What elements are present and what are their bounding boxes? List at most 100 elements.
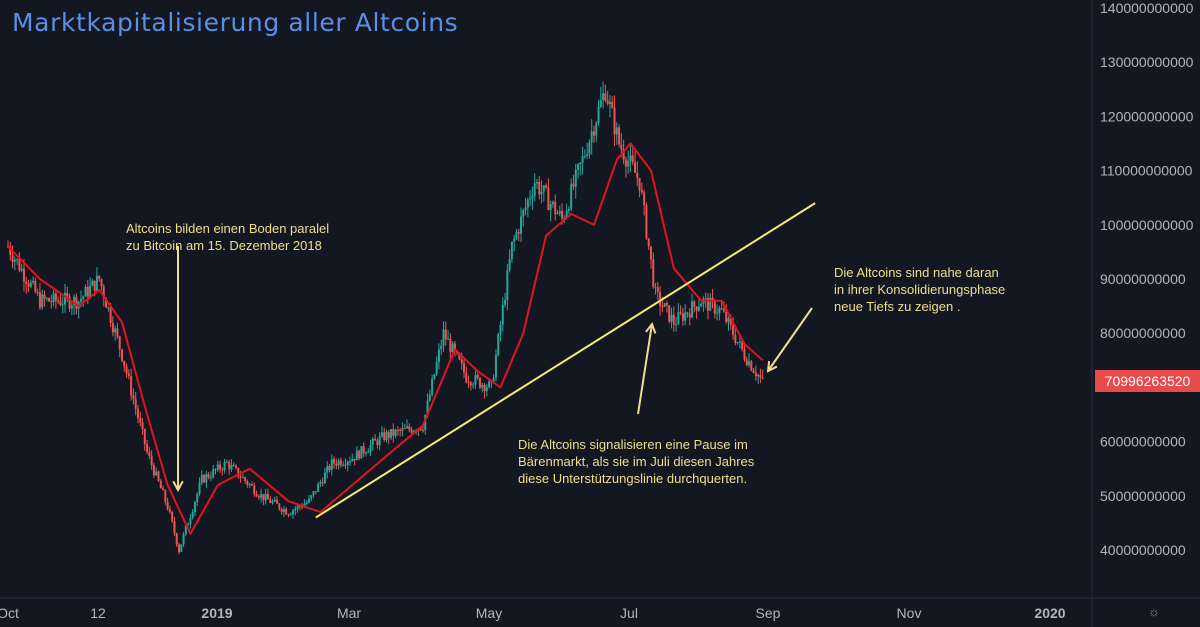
- candle: [554, 194, 557, 221]
- candle: [41, 289, 44, 310]
- candle: [504, 292, 507, 308]
- candle: [748, 353, 751, 368]
- candle: [750, 359, 753, 372]
- candle: [84, 284, 87, 297]
- candle: [693, 299, 696, 313]
- candle: [403, 423, 406, 430]
- candle: [709, 293, 712, 311]
- candle: [45, 296, 48, 302]
- candle: [371, 436, 374, 451]
- x-axis: Oct 12 2019 Mar May Jul Sep Nov 2020: [0, 605, 1066, 621]
- candle: [631, 145, 634, 166]
- candle: [214, 468, 217, 475]
- candle: [342, 461, 345, 467]
- candle: [592, 125, 595, 143]
- candle: [280, 507, 283, 515]
- candle: [271, 499, 274, 505]
- candle: [57, 296, 60, 305]
- x-tick-label: Mar: [337, 605, 361, 621]
- candle: [410, 426, 413, 435]
- candle: [754, 365, 757, 381]
- annotation-arrows: [172, 246, 813, 493]
- candle: [292, 508, 295, 519]
- candle: [182, 531, 185, 547]
- candle: [136, 404, 139, 424]
- candle: [547, 178, 550, 211]
- candle: [535, 178, 538, 189]
- candle: [364, 451, 367, 457]
- candle: [385, 429, 388, 443]
- candle: [159, 478, 162, 489]
- candle: [241, 474, 244, 479]
- candle: [244, 476, 247, 484]
- candle: [531, 186, 534, 210]
- candle: [374, 434, 377, 441]
- candle: [570, 178, 573, 212]
- x-tick-label: Oct: [0, 605, 19, 621]
- candle: [727, 316, 730, 331]
- candle: [200, 470, 203, 486]
- candle: [152, 462, 155, 479]
- candle: [146, 439, 149, 455]
- candle: [328, 464, 331, 473]
- x-tick-label: May: [476, 605, 502, 621]
- candle: [246, 479, 249, 488]
- candle: [118, 335, 121, 358]
- candle: [529, 190, 532, 207]
- candle: [11, 245, 14, 269]
- candle: [716, 304, 719, 321]
- candle: [469, 380, 472, 391]
- candle: [175, 532, 178, 547]
- candle: [13, 256, 16, 271]
- candle: [114, 325, 117, 341]
- candle: [168, 505, 171, 514]
- candle: [401, 422, 404, 437]
- candle: [668, 305, 671, 324]
- candle: [250, 481, 253, 487]
- candle: [745, 356, 748, 367]
- candle: [376, 438, 379, 449]
- candle: [510, 241, 513, 263]
- candle: [478, 376, 481, 389]
- candle: [248, 483, 251, 489]
- candle: [640, 182, 643, 195]
- candle: [572, 174, 575, 191]
- candle: [738, 336, 741, 349]
- candle: [323, 467, 326, 484]
- candle: [595, 121, 598, 143]
- candle: [649, 246, 652, 269]
- candle: [209, 471, 212, 482]
- candle: [66, 286, 69, 303]
- candle: [253, 482, 256, 497]
- candle: [89, 277, 92, 300]
- candle: [189, 514, 192, 529]
- y-tick-label: 90000000000: [1100, 271, 1186, 287]
- candle: [289, 512, 292, 516]
- candle: [269, 495, 272, 504]
- candle: [273, 496, 276, 503]
- candle: [638, 177, 641, 198]
- gear-icon[interactable]: ☼: [1148, 604, 1160, 619]
- x-tick-label: 2020: [1034, 605, 1065, 621]
- candle: [198, 477, 201, 496]
- candle: [672, 306, 675, 332]
- candle: [734, 327, 737, 346]
- candle: [761, 369, 764, 380]
- y-tick-label: 140000000000: [1100, 0, 1194, 16]
- candle: [483, 383, 486, 399]
- candle: [497, 332, 500, 357]
- candle: [98, 275, 101, 282]
- candle: [139, 411, 142, 427]
- candle: [406, 419, 409, 430]
- candle: [611, 96, 614, 109]
- candle: [344, 458, 347, 470]
- moving-average-series: [7, 142, 764, 535]
- candle: [627, 150, 630, 174]
- candle: [524, 197, 527, 216]
- candle: [545, 183, 548, 190]
- candle: [688, 308, 691, 326]
- candle: [32, 276, 35, 285]
- candle: [321, 477, 324, 486]
- candle: [549, 200, 552, 222]
